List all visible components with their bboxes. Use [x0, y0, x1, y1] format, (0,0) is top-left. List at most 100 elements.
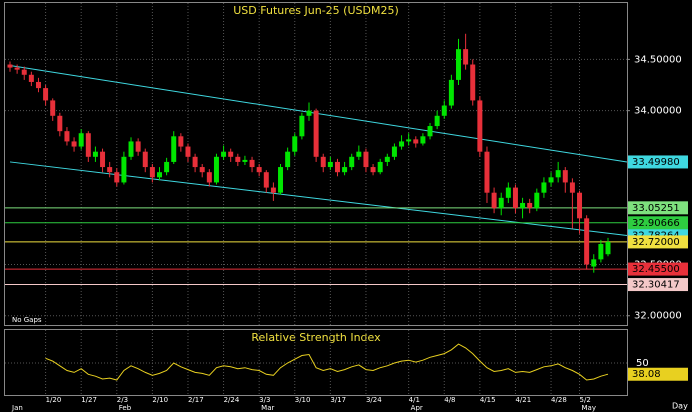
- candle-body: [327, 161, 333, 168]
- candle-body: [178, 136, 184, 147]
- candle-body: [21, 69, 27, 75]
- candle-body: [242, 159, 248, 162]
- candle-body: [470, 64, 476, 101]
- candle-body: [320, 156, 326, 168]
- candle-body: [270, 187, 276, 193]
- x-tick-label: 3/3: [259, 396, 270, 404]
- level-label-box: [628, 262, 688, 276]
- trendline-label-box: [628, 155, 688, 169]
- x-tick-label: 1/27: [81, 396, 97, 404]
- candle-body: [107, 167, 113, 173]
- level-label: 33.05251: [632, 203, 680, 214]
- x-tick-label: 4/1: [409, 396, 420, 404]
- rsi-last-label: 38.08: [632, 369, 661, 380]
- candle-body: [598, 243, 604, 260]
- candle-body: [306, 110, 312, 116]
- candle-body: [577, 192, 583, 219]
- candle-body: [456, 49, 461, 80]
- candle-body: [135, 141, 141, 152]
- candle-body: [534, 192, 540, 209]
- candle-body: [199, 167, 205, 173]
- candle-body: [299, 115, 305, 137]
- month-label: May: [582, 404, 596, 412]
- level-label: 32.90666: [632, 218, 680, 229]
- candle-body: [50, 100, 56, 116]
- x-tick-label: 2/3: [117, 396, 128, 404]
- note: No Gaps: [12, 316, 42, 324]
- rsi-panel: [4, 329, 628, 396]
- candle-body: [491, 192, 497, 209]
- candle-body: [114, 172, 120, 183]
- candle-body: [591, 259, 597, 267]
- candle-body: [512, 187, 518, 209]
- x-tick-label: 3/17: [330, 396, 346, 404]
- candle-body: [263, 172, 269, 188]
- x-tick-label: 3/24: [366, 396, 382, 404]
- candle-body: [278, 167, 284, 193]
- candle-body: [285, 151, 291, 168]
- month-label: Apr: [411, 404, 423, 412]
- x-tick-label: 3/10: [295, 396, 311, 404]
- candle-body: [64, 131, 70, 142]
- price-panel: [4, 2, 628, 326]
- candle-body: [142, 151, 148, 168]
- candle-body: [100, 151, 106, 168]
- candle-body: [427, 126, 433, 137]
- candle-body: [477, 100, 483, 152]
- candle-body: [484, 151, 490, 193]
- candle-body: [441, 105, 447, 116]
- y-tick-label: 34.00000: [634, 106, 682, 117]
- y-tick-label: 34.50000: [634, 54, 682, 65]
- trendline-label: 33.49980: [632, 157, 680, 168]
- candle-body: [249, 159, 255, 168]
- chart-title: USD Futures Jun-25 (USDM25): [233, 4, 398, 17]
- candle-body: [569, 182, 575, 193]
- x-tick-label: 4/15: [480, 396, 496, 404]
- x-tick-label: 5/2: [580, 396, 591, 404]
- candle-body: [256, 167, 262, 173]
- candle-body: [71, 141, 77, 147]
- candle-body: [370, 167, 376, 173]
- candle-body: [157, 172, 162, 178]
- candle-body: [527, 202, 533, 209]
- x-tick-label: 2/24: [224, 396, 240, 404]
- candle-body: [85, 133, 91, 157]
- candle-body: [520, 202, 526, 209]
- candle-body: [206, 172, 212, 183]
- x-tick-label: 4/28: [551, 396, 567, 404]
- level-label: 32.72000: [632, 237, 680, 248]
- candle-body: [548, 177, 554, 183]
- candle-body: [313, 110, 319, 157]
- candle-body: [164, 161, 170, 173]
- candle-body: [541, 182, 547, 193]
- candle-body: [605, 241, 611, 255]
- candle-body: [35, 81, 41, 89]
- candle-body: [377, 161, 383, 173]
- candle-body: [391, 146, 397, 157]
- candle-body: [7, 64, 13, 68]
- candle-body: [448, 79, 454, 106]
- candle-body: [420, 136, 426, 144]
- candle-body: [349, 156, 355, 168]
- candle-body: [228, 151, 234, 157]
- x-tick-label: 4/21: [515, 396, 531, 404]
- rsi-last-label-box: [628, 367, 688, 381]
- candle-body: [399, 141, 405, 147]
- candle-body: [149, 167, 155, 178]
- candle-body: [292, 136, 298, 152]
- candle-body: [498, 197, 504, 209]
- candle-body: [584, 218, 590, 265]
- x-tick-label: 2/17: [188, 396, 204, 404]
- candle-body: [28, 74, 34, 82]
- level-label: 32.30417: [632, 280, 680, 291]
- candle-body: [384, 156, 390, 162]
- month-label: Jan: [11, 404, 23, 412]
- candle-body: [213, 156, 219, 183]
- candle-body: [57, 115, 63, 132]
- candle-body: [463, 49, 469, 65]
- candle-body: [334, 161, 340, 173]
- x-axis-label: Day: [672, 402, 688, 411]
- rsi-title: Relative Strength Index: [251, 331, 381, 344]
- level-label-box: [628, 201, 688, 215]
